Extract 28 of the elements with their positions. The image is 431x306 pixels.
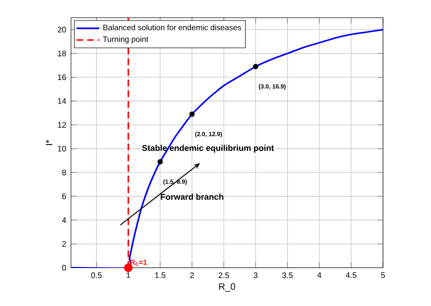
point bbox=[252, 64, 258, 70]
y-tick-label: 4 bbox=[62, 217, 66, 223]
x-tick-label: 5 bbox=[381, 272, 385, 278]
y-tick-label: 10 bbox=[58, 146, 66, 152]
annotation: Stable endemic equilibrium point bbox=[142, 144, 274, 153]
x-tick-label: 4 bbox=[317, 272, 322, 278]
y-tick-label: 14 bbox=[58, 98, 66, 104]
annotation: Forward branch bbox=[160, 194, 224, 200]
y-tick-label: 18 bbox=[58, 50, 66, 56]
x-tick-label: 1 bbox=[126, 272, 130, 278]
y-tick-label: 6 bbox=[62, 193, 66, 200]
point bbox=[157, 159, 163, 164]
x-tick-label: 4.5 bbox=[346, 272, 356, 278]
x-tick-label: 0.5 bbox=[91, 272, 102, 278]
y-tick-label: 0 bbox=[62, 264, 66, 271]
x-tick-label: 1.5 bbox=[155, 272, 166, 278]
y-tick-label: 20 bbox=[58, 26, 66, 32]
y-axis-title: I* bbox=[46, 140, 52, 145]
x-tick-label: 2.5 bbox=[218, 272, 230, 278]
y-tick-label: 8 bbox=[62, 170, 66, 176]
x-tick-label: 3.5 bbox=[282, 272, 293, 278]
y-tick-label: 12 bbox=[58, 122, 66, 128]
x-tick-label: 2 bbox=[190, 272, 194, 278]
y-tick-label: 16 bbox=[58, 74, 66, 80]
x-tick-label: 3 bbox=[254, 272, 258, 278]
x-axis-title: R_0 bbox=[219, 283, 236, 292]
y-tick-label: 2 bbox=[62, 241, 66, 247]
point bbox=[189, 111, 195, 117]
